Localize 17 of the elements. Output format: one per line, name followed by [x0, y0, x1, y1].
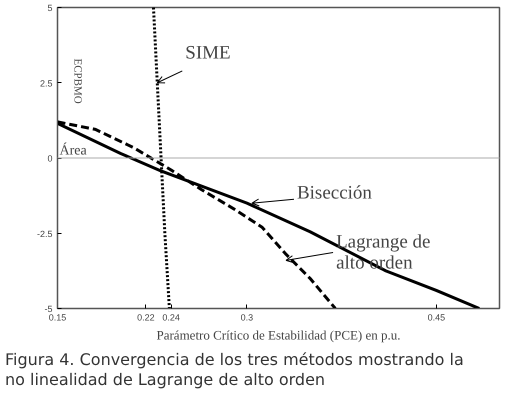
annotation: Bisección: [296, 182, 372, 204]
x-tick-label: 0.3: [240, 312, 254, 322]
x-tick-label: 0.22: [137, 312, 155, 322]
annotation: SIME: [185, 42, 231, 64]
x-tick-label: 0.15: [48, 312, 66, 322]
y-tick-label: -5: [44, 304, 53, 314]
y-axis-title: Área: [60, 142, 88, 158]
annotation: Lagrange de alto orden: [336, 231, 430, 274]
y-tick-label: 2.5: [40, 78, 53, 88]
x-axis-title: Parámetro Crítico de Estabilidad (PCE) en p.u.: [156, 328, 401, 342]
y-tick-label: 0: [47, 154, 53, 164]
y-tick-label: 5: [47, 3, 53, 13]
text: ECPBMO: [72, 58, 84, 104]
x-tick-label: 0.45: [428, 312, 446, 322]
x-tick-label: 0.24: [162, 312, 180, 322]
y-tick-label: -2.5: [36, 228, 53, 239]
text: Figura 4. Convergencia de los tres métodos mostrando la no linealidad de Lagrange de alto orden: [5, 350, 465, 390]
